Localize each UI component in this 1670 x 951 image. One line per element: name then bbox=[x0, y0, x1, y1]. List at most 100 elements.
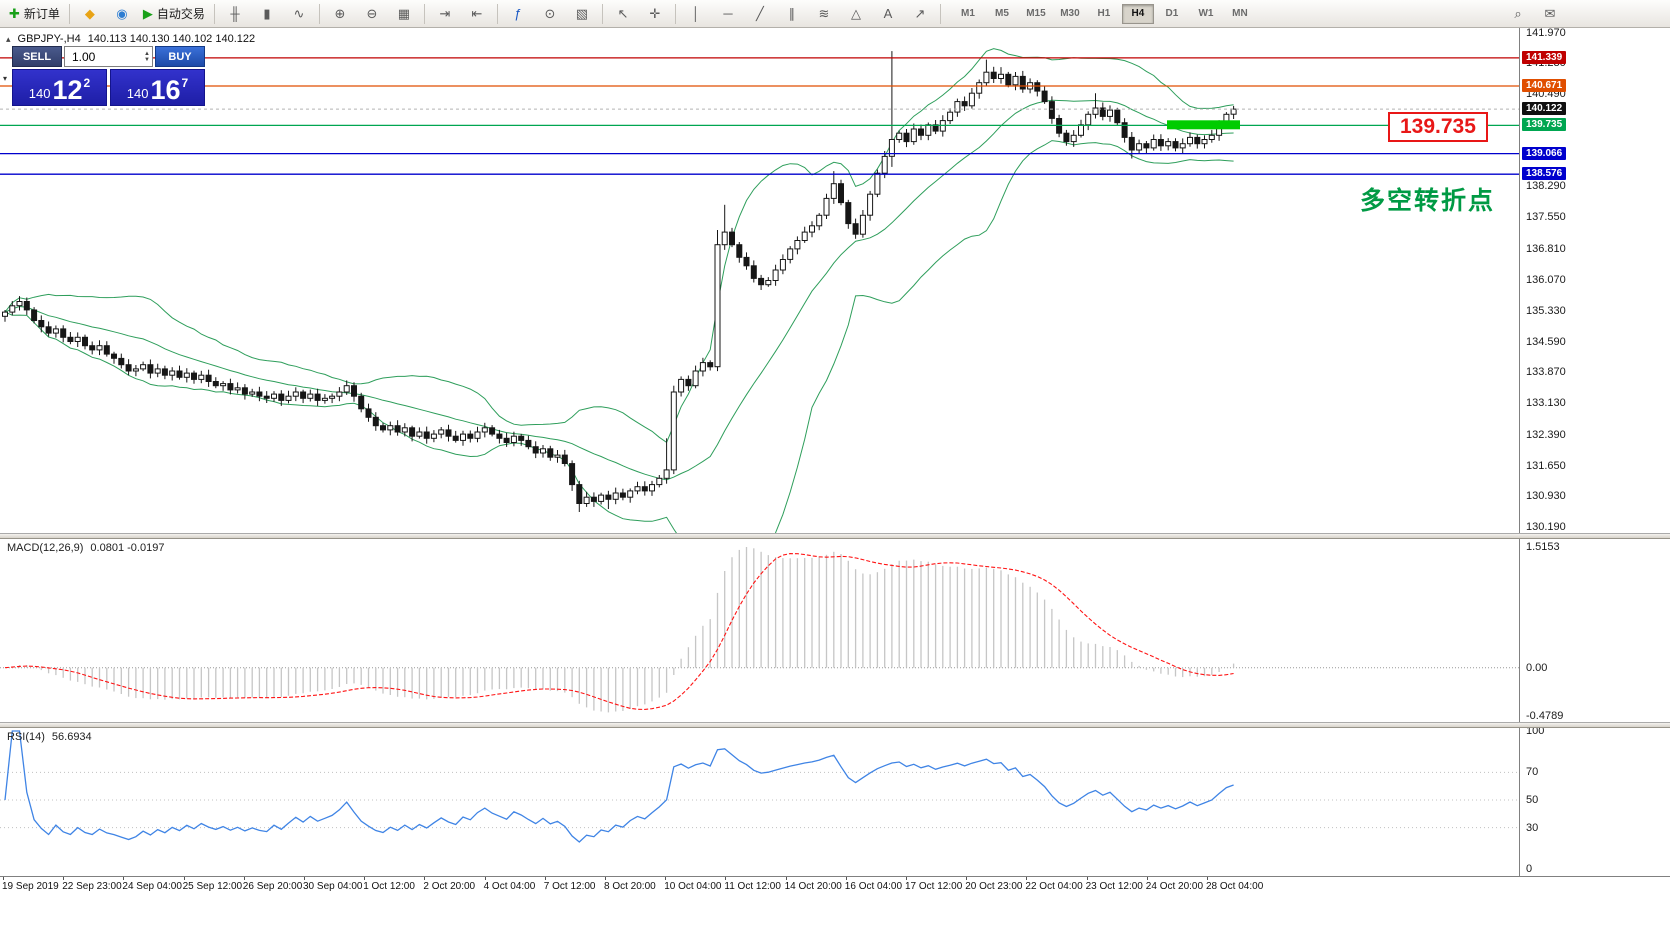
channel-icon: ∥ bbox=[788, 6, 796, 21]
timeframe-mn-button[interactable]: MN bbox=[1232, 8, 1248, 19]
time-tick bbox=[966, 877, 968, 880]
new-order-icon: ✚ bbox=[9, 6, 20, 21]
buy-price-tile[interactable]: 140 16 7 bbox=[110, 69, 205, 106]
shapes-button[interactable]: △ bbox=[841, 2, 871, 26]
zoom-out-icon: ⊖ bbox=[366, 6, 378, 21]
auto-scroll-button[interactable]: ⇥ bbox=[430, 2, 460, 26]
timeframe-w1-button[interactable]: W1 bbox=[1198, 8, 1214, 19]
fibonacci-button[interactable]: ≋ bbox=[809, 2, 839, 26]
timeframe-m15-button[interactable]: M15 bbox=[1026, 8, 1046, 19]
price-chart[interactable] bbox=[0, 28, 1519, 533]
time-axis[interactable]: 19 Sep 2019 22 Sep 23:00 24 Sep 04:00 25 Se… bbox=[0, 876, 1670, 951]
axis-label: 137.550 bbox=[1526, 211, 1566, 224]
autotrade-button-label: 自动交易 bbox=[156, 7, 205, 21]
timeframe-h4-button[interactable]: H4 bbox=[1121, 3, 1154, 24]
sell-price-prefix: 140 bbox=[28, 86, 51, 102]
symbol-info-bar: ▴ GBPJPY-,H4 140.113 140.130 140.102 140… bbox=[6, 33, 255, 45]
trendline-button[interactable]: ╱ bbox=[745, 2, 775, 26]
new-order-button[interactable]: ✚ 新订单 bbox=[5, 2, 64, 26]
axis-label: 130.930 bbox=[1526, 489, 1566, 502]
market-icon-button[interactable]: ◆ bbox=[75, 2, 105, 26]
search-button[interactable]: ⌕ bbox=[1503, 2, 1533, 26]
sell-price-tile[interactable]: 140 12 2 bbox=[12, 69, 107, 106]
market-icon-icon: ◆ bbox=[84, 6, 95, 21]
rsi-panel[interactable] bbox=[0, 728, 1519, 876]
spinner-down-icon[interactable]: ▼ bbox=[144, 56, 150, 63]
candlestick-chart-icon-button[interactable]: ▮ bbox=[252, 2, 282, 26]
collapse-panel-icon[interactable]: ▴ bbox=[6, 33, 11, 44]
time-label: 8 Oct 20:00 bbox=[604, 881, 656, 892]
collapse-one-click-icon[interactable]: ▾ bbox=[3, 74, 8, 83]
bar-chart-icon-button[interactable]: ╫ bbox=[220, 2, 250, 26]
rsi-splitter[interactable] bbox=[0, 722, 1670, 728]
volume-spinner[interactable]: ▲ ▼ bbox=[144, 51, 152, 63]
time-tick bbox=[183, 877, 185, 880]
search-icon: ⌕ bbox=[1514, 6, 1522, 21]
line-chart-icon-button[interactable]: ∿ bbox=[284, 2, 314, 26]
cursor-button[interactable]: ↖ bbox=[608, 2, 638, 26]
axis-label: 0.00 bbox=[1526, 661, 1548, 674]
spinner-up-icon[interactable]: ▲ bbox=[144, 50, 150, 57]
toolbar-separator bbox=[423, 3, 425, 24]
bar-chart-icon-icon: ╫ bbox=[230, 6, 240, 21]
time-tick bbox=[484, 877, 486, 880]
text-button[interactable]: A bbox=[873, 2, 903, 26]
symbol-label: GBPJPY-,H4 bbox=[17, 33, 81, 45]
arrow-button[interactable]: ↗ bbox=[905, 2, 935, 26]
macd-title: MACD(12,26,9) bbox=[7, 542, 84, 554]
periods-button[interactable]: ⊙ bbox=[535, 2, 565, 26]
macd-splitter[interactable] bbox=[0, 533, 1670, 539]
axis-label: 131.650 bbox=[1526, 459, 1566, 472]
time-tick bbox=[665, 877, 667, 880]
zoom-in-icon: ⊕ bbox=[334, 6, 346, 21]
timeframe-d1-button[interactable]: D1 bbox=[1165, 8, 1179, 19]
autotrade-icon: ▶ bbox=[142, 6, 153, 21]
time-tick bbox=[1026, 877, 1028, 880]
time-tick bbox=[725, 877, 727, 880]
indicators-icon: ƒ bbox=[514, 6, 522, 21]
chart-shift-button[interactable]: ⇤ bbox=[462, 2, 492, 26]
price-annotation-box[interactable]: 139.735 bbox=[1388, 112, 1488, 142]
indicators-button[interactable]: ƒ bbox=[503, 2, 533, 26]
volume-input[interactable]: 1.00 ▲ ▼ bbox=[64, 46, 153, 67]
toolbar: ✚ 新订单 ◆ ◉ ▶ 自动交易 ╫ ▮ ∿ ⊕ ⊖ ▦ ⇥ ⇤ ƒ ⊙ ▧ ↖ ✛ │ ─ ╱ ∥ ≋ △ A ↗ M1 M5 M15 M… bbox=[0, 0, 1670, 28]
rsi-title: RSI(14) bbox=[7, 731, 45, 743]
zoom-in-button[interactable]: ⊕ bbox=[325, 2, 355, 26]
horizontal-line-icon: ─ bbox=[723, 6, 733, 21]
time-label: 20 Oct 23:00 bbox=[965, 881, 1023, 892]
buy-price-big: 16 bbox=[150, 75, 181, 106]
sell-button[interactable]: SELL bbox=[12, 46, 62, 67]
axis-label: 30 bbox=[1526, 821, 1539, 834]
crosshair-button[interactable]: ✛ bbox=[640, 2, 670, 26]
timeframe-h1-button[interactable]: H1 bbox=[1097, 8, 1111, 19]
macd-panel[interactable] bbox=[0, 539, 1519, 722]
zoom-out-button[interactable]: ⊖ bbox=[357, 2, 387, 26]
time-label: 28 Oct 04:00 bbox=[1206, 881, 1264, 892]
time-tick bbox=[544, 877, 546, 880]
buy-button[interactable]: BUY bbox=[155, 46, 205, 67]
tile-windows-button[interactable]: ▦ bbox=[389, 2, 419, 26]
chinese-annotation[interactable]: 多空转折点 bbox=[1360, 186, 1496, 215]
templates-button[interactable]: ▧ bbox=[567, 2, 597, 26]
autotrade-button[interactable]: ▶ 自动交易 bbox=[139, 2, 209, 26]
channel-button[interactable]: ∥ bbox=[777, 2, 807, 26]
axis-label: 100 bbox=[1526, 725, 1545, 737]
community-icon-button[interactable]: ◉ bbox=[107, 2, 137, 26]
buy-price-pip: 7 bbox=[181, 76, 189, 90]
chat-button[interactable]: ✉ bbox=[1535, 2, 1565, 26]
price-axis[interactable]: 141.970141.230140.490138.290137.550136.8… bbox=[1519, 27, 1670, 876]
time-tick bbox=[424, 877, 426, 880]
price-level-badge: 140.671 bbox=[1522, 79, 1567, 93]
toolbar-separator bbox=[674, 3, 676, 24]
timeframe-m1-button[interactable]: M1 bbox=[960, 8, 975, 19]
one-click-trading-panel: ▾ SELL 1.00 ▲ ▼ BUY 140 12 2 140 16 7 bbox=[3, 46, 205, 106]
timeframe-m5-button[interactable]: M5 bbox=[994, 8, 1009, 19]
vertical-line-button[interactable]: │ bbox=[681, 2, 711, 26]
axis-label: 136.810 bbox=[1526, 242, 1566, 255]
volume-value: 1.00 bbox=[72, 49, 96, 64]
horizontal-line-button[interactable]: ─ bbox=[713, 2, 743, 26]
timeframe-m30-button[interactable]: M30 bbox=[1060, 8, 1080, 19]
time-label: 16 Oct 04:00 bbox=[844, 881, 903, 892]
price-level-badge: 139.066 bbox=[1522, 146, 1567, 160]
